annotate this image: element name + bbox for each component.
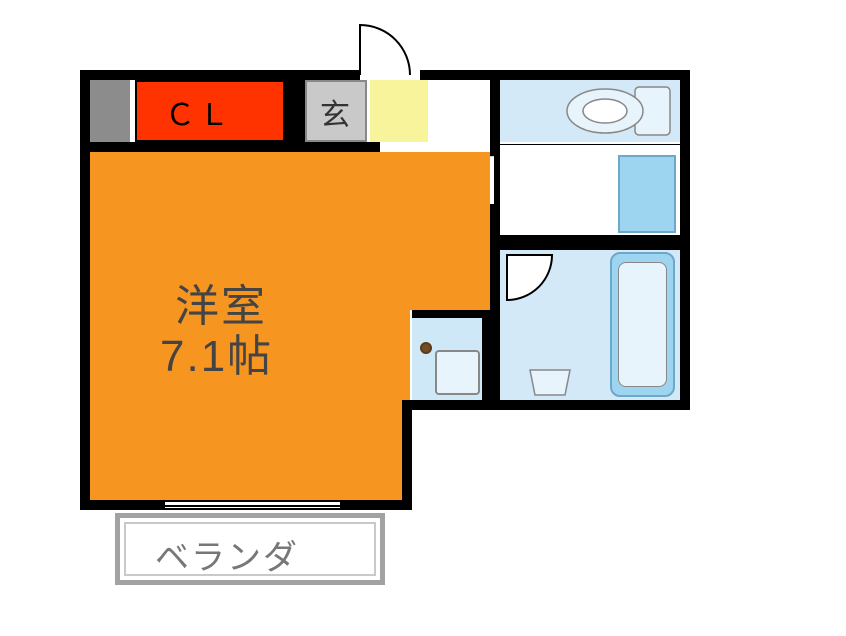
wall-hallway-right [490, 80, 500, 130]
gray-pillar [90, 80, 130, 142]
washroom-sink [618, 155, 676, 233]
wall-main-right-upper [490, 248, 500, 308]
wall-right [80, 70, 90, 410]
wall-bottom-right-seg [410, 400, 690, 410]
entrance-label: 玄 [320, 90, 350, 134]
wall-top-left [80, 70, 360, 80]
wall-entry-divider [295, 80, 305, 142]
wall-step-vertical [402, 400, 412, 508]
entrance-floor [370, 80, 428, 142]
main-room-label-2: 7.1帖 [160, 320, 273, 384]
wall-below-strip-left [80, 142, 380, 152]
kitchen-sink [435, 350, 480, 395]
window-bottom [165, 500, 340, 510]
bath-drain-icon [525, 365, 575, 400]
closet-label: ＣＬ [165, 90, 233, 134]
floorplan-container: ＣＬ 玄 [80, 30, 780, 610]
kitchen-burner-icon [420, 342, 432, 354]
bath-door-icon [502, 250, 557, 305]
veranda-label: ベランダ [155, 530, 299, 579]
door-arc-top [355, 20, 425, 80]
toilet-icon [555, 82, 675, 140]
bathtub-inner [618, 262, 667, 387]
wall-cl-right [285, 80, 295, 142]
